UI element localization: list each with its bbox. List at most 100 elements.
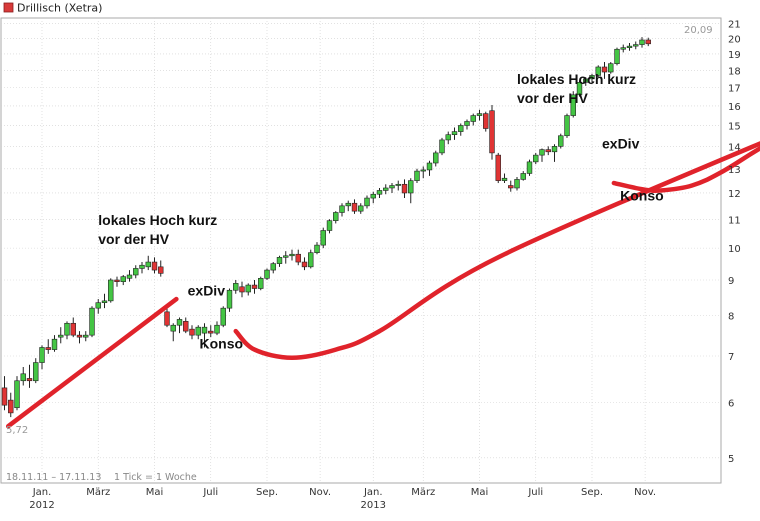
candle xyxy=(439,137,445,156)
annotation-high-2-line: vor der HV xyxy=(517,90,588,106)
candle xyxy=(264,268,270,280)
candle-body-up xyxy=(20,373,26,382)
candle xyxy=(508,180,514,192)
annotation-konso-2-line: Konso xyxy=(620,188,664,204)
candle xyxy=(270,262,276,274)
candle xyxy=(476,109,483,121)
x-axis: Jan. 2012 März Mai Juli Sep. Nov. Jan. 2013 März M… xyxy=(29,487,656,511)
candle-body-up xyxy=(95,302,101,309)
candle-body-up xyxy=(220,307,226,326)
candle xyxy=(501,173,508,184)
candle xyxy=(89,306,95,338)
y-axis: 5 6 7 8 9 10 11 12 13 14 15 16 17 18 19 20 21 xyxy=(728,20,741,465)
candle xyxy=(214,321,220,336)
candle-body-up xyxy=(39,347,45,363)
candle-body-up xyxy=(308,252,314,268)
candle-body-down xyxy=(45,347,51,350)
candle-body-up xyxy=(33,362,39,382)
candle-body-up xyxy=(451,131,458,135)
candle-body-down xyxy=(189,328,195,336)
y-tick-label: 20 xyxy=(728,34,741,45)
candle xyxy=(14,376,20,411)
y-tick-label: 9 xyxy=(728,276,734,287)
y-tick-label: 19 xyxy=(728,50,741,61)
candle xyxy=(133,265,139,279)
candle xyxy=(533,152,539,165)
candle-body-up xyxy=(339,205,345,213)
candles xyxy=(1,37,651,418)
candle xyxy=(583,77,589,86)
candle xyxy=(545,146,551,156)
candle xyxy=(645,37,651,47)
candle xyxy=(76,331,83,344)
candle-body-down xyxy=(545,149,551,153)
candle-body-up xyxy=(258,278,264,289)
y-tick-label: 12 xyxy=(728,189,741,200)
candle-body-up xyxy=(395,183,401,186)
candle xyxy=(45,339,51,354)
candle-body-up xyxy=(289,253,295,257)
candle-body-down xyxy=(351,202,358,212)
candle xyxy=(639,37,645,48)
candle xyxy=(370,191,376,204)
candle xyxy=(164,306,170,328)
candle xyxy=(233,279,239,294)
candle-body-up xyxy=(614,48,620,64)
x-tick-label: Mai xyxy=(146,487,164,498)
candle xyxy=(420,166,426,179)
candle xyxy=(26,364,33,388)
candle xyxy=(383,184,389,195)
candle-body-down xyxy=(601,66,608,73)
candle xyxy=(220,306,226,328)
candle-body-up xyxy=(108,279,114,302)
x-tick-label: Mai xyxy=(471,487,489,498)
candle xyxy=(108,278,114,303)
candle-body-up xyxy=(420,169,426,172)
y-tick-label: 18 xyxy=(728,66,741,77)
y-tick-label: 16 xyxy=(728,102,741,113)
x-tick-label: März xyxy=(86,487,110,498)
candle-body-down xyxy=(158,266,164,274)
candle-body-up xyxy=(139,264,145,269)
candle-body-up xyxy=(439,139,445,154)
candle xyxy=(514,177,520,191)
candle-body-down xyxy=(208,330,214,334)
x-tick-label: Nov. xyxy=(309,487,331,498)
candle-body-down xyxy=(301,261,308,268)
legend-label: Drillisch (Xetra) xyxy=(17,2,102,15)
candle xyxy=(8,392,14,418)
max-value-label: 20,09 xyxy=(684,25,713,36)
candle xyxy=(320,227,326,249)
candle-body-up xyxy=(226,289,233,309)
candle xyxy=(495,152,501,184)
candle xyxy=(620,44,626,53)
candle xyxy=(151,257,158,274)
candle-body-down xyxy=(239,286,245,293)
candle-body-down xyxy=(76,334,83,338)
candle xyxy=(301,257,308,271)
candle xyxy=(83,331,89,342)
y-tick-label: 8 xyxy=(728,312,734,323)
candle-body-up xyxy=(214,324,220,334)
candle-body-up xyxy=(426,162,433,171)
annotation-exdiv-2-line: exDiv xyxy=(602,136,640,152)
candle-body-up xyxy=(458,125,464,132)
candle xyxy=(289,249,295,261)
candle xyxy=(520,171,526,181)
candle-body-up xyxy=(170,324,176,332)
candle xyxy=(245,283,251,296)
candle-body-up xyxy=(626,45,633,48)
candle-body-up xyxy=(320,230,326,246)
candle xyxy=(51,335,58,352)
candle xyxy=(126,270,133,282)
candle xyxy=(1,376,8,411)
y-tick-label: 15 xyxy=(728,121,741,132)
candle-body-down xyxy=(401,183,408,194)
trend-lines xyxy=(6,141,760,429)
y-tick-label: 13 xyxy=(728,165,741,176)
candle xyxy=(33,358,39,384)
candle xyxy=(114,276,120,287)
trend-line-2 xyxy=(233,141,760,360)
candle-body-up xyxy=(558,135,564,147)
candle xyxy=(326,219,333,234)
